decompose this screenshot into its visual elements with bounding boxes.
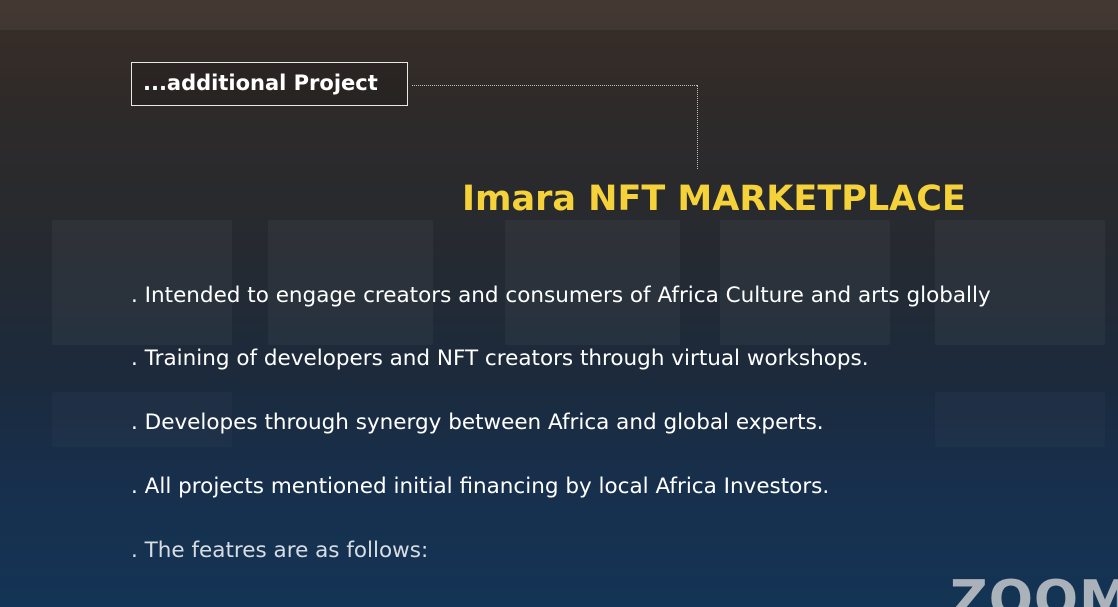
bullet-item: . Developes through synergy between Afri…	[131, 410, 824, 435]
background-tile	[935, 220, 1105, 345]
bullet-item: . All projects mentioned initial financi…	[131, 474, 830, 499]
bullet-item: . Training of developers and NFT creator…	[131, 346, 869, 371]
additional-project-tag: ...additional Project	[131, 62, 408, 106]
background-tile	[935, 392, 1105, 447]
background-tile	[268, 220, 433, 345]
background-tile	[505, 220, 680, 345]
dotted-connector-vertical	[697, 85, 698, 169]
background-tile	[52, 220, 232, 345]
bullet-item: . The featres are as follows:	[131, 538, 429, 563]
background-tile	[720, 220, 890, 345]
slide-title: Imara NFT MARKETPLACE	[462, 179, 966, 219]
dotted-connector-horizontal	[412, 85, 697, 86]
bullet-item: . Intended to engage creators and consum…	[131, 283, 991, 308]
zoom-logo-icon: ZOOM	[950, 570, 1118, 607]
background-strip	[0, 0, 1118, 30]
